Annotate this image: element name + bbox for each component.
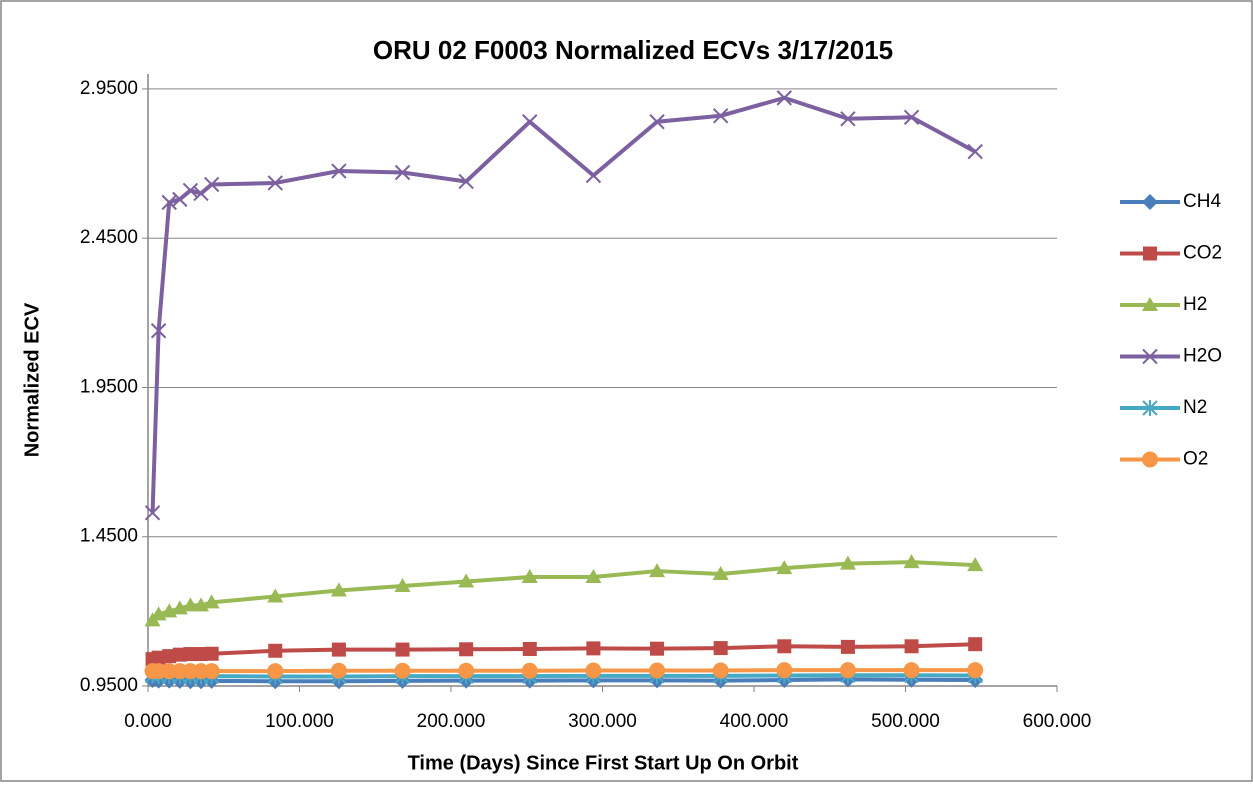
data-point xyxy=(650,641,665,656)
data-point xyxy=(521,569,538,584)
x-tick-label: 0.000 xyxy=(124,711,172,732)
data-point xyxy=(394,577,411,592)
legend-marker xyxy=(1142,194,1158,210)
data-point xyxy=(459,642,474,657)
data-point xyxy=(585,167,602,184)
data-point xyxy=(903,554,920,569)
data-point xyxy=(776,662,793,679)
chart-title: ORU 02 F0003 Normalized ECVs 3/17/2015 xyxy=(373,35,893,65)
data-point xyxy=(458,573,475,588)
y-tick-label: 1.9500 xyxy=(80,376,138,397)
data-point xyxy=(144,505,161,521)
y-axis-label: Normalized ECV xyxy=(21,302,43,457)
data-point xyxy=(193,185,209,202)
data-point xyxy=(203,594,220,609)
data-point xyxy=(649,563,666,578)
data-point xyxy=(330,662,347,679)
data-point xyxy=(172,191,188,208)
data-point xyxy=(522,114,538,130)
data-point xyxy=(839,555,856,570)
legend-marker xyxy=(1142,297,1158,311)
x-tick-label: 200.000 xyxy=(417,711,486,732)
legend-marker xyxy=(1142,400,1158,416)
data-point xyxy=(330,582,347,597)
data-point xyxy=(183,647,198,662)
y-tick-label: 1.4500 xyxy=(80,526,138,547)
x-tick-label: 400.000 xyxy=(720,711,789,732)
data-point xyxy=(967,143,983,160)
data-point xyxy=(968,637,983,652)
y-tick-label: 2.4500 xyxy=(80,227,138,248)
x-tick-label: 300.000 xyxy=(568,711,637,732)
data-point xyxy=(522,641,537,656)
data-point xyxy=(904,639,919,654)
legend-marker xyxy=(1143,246,1157,261)
data-point xyxy=(585,662,602,679)
data-point xyxy=(172,647,187,662)
data-point xyxy=(585,569,602,584)
data-point xyxy=(840,111,856,127)
x-axis-label: Time (Days) Since First Start Up On Orbi… xyxy=(408,752,799,774)
data-point xyxy=(204,646,219,661)
legend-label: CH4 xyxy=(1183,191,1221,212)
data-point xyxy=(776,560,793,575)
data-point xyxy=(903,109,920,125)
data-point xyxy=(182,182,199,199)
data-point xyxy=(161,194,177,211)
data-point xyxy=(268,643,283,658)
data-point xyxy=(776,90,793,106)
data-point xyxy=(182,597,199,612)
data-point xyxy=(712,662,729,679)
data-point xyxy=(521,662,538,679)
data-point xyxy=(458,173,474,190)
legend-label: H2 xyxy=(1183,294,1207,315)
data-point xyxy=(777,639,792,654)
data-point xyxy=(712,108,729,124)
data-point xyxy=(162,649,177,664)
legend-label: H2O xyxy=(1183,346,1222,367)
data-point xyxy=(203,176,220,193)
data-point xyxy=(203,663,220,680)
data-point xyxy=(395,642,410,657)
data-point xyxy=(839,662,856,679)
x-tick-label: 600.000 xyxy=(1023,711,1092,732)
x-tick-label: 100.000 xyxy=(265,711,334,732)
legend-label: CO2 xyxy=(1183,243,1222,264)
data-point xyxy=(649,114,665,130)
legend-marker xyxy=(1142,451,1158,468)
data-point xyxy=(649,662,666,679)
data-point xyxy=(151,650,166,665)
data-point xyxy=(967,557,984,572)
data-point xyxy=(331,163,347,179)
data-point xyxy=(458,662,475,679)
data-point xyxy=(840,639,855,654)
data-point xyxy=(903,662,920,679)
legend-marker xyxy=(1142,348,1158,365)
data-point xyxy=(586,641,601,656)
data-point xyxy=(267,588,284,603)
data-point xyxy=(267,663,284,680)
data-point xyxy=(331,642,346,657)
data-point xyxy=(712,566,729,581)
y-tick-label: 2.9500 xyxy=(80,78,138,99)
data-point xyxy=(967,662,984,679)
data-point xyxy=(394,662,411,679)
data-point xyxy=(394,164,411,181)
data-point xyxy=(267,175,283,191)
data-point xyxy=(713,641,728,656)
data-point xyxy=(194,647,209,662)
y-tick-label: 0.9500 xyxy=(80,675,138,696)
x-tick-label: 500.000 xyxy=(871,711,940,732)
legend-label: N2 xyxy=(1183,397,1207,418)
legend-label: O2 xyxy=(1183,449,1208,470)
data-point xyxy=(150,323,167,339)
